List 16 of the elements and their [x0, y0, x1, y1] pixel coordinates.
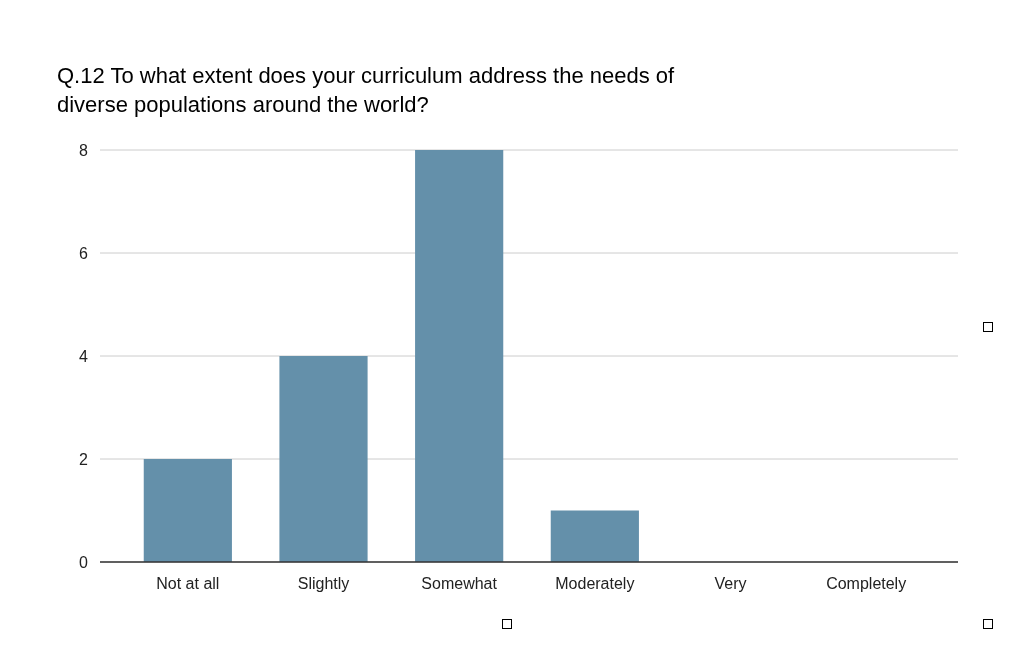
- x-tick-label: Not at all: [156, 575, 220, 592]
- x-tick-label: Moderately: [555, 575, 635, 592]
- x-tick-label: Somewhat: [421, 575, 498, 592]
- bar: [143, 459, 232, 562]
- bar: [415, 150, 504, 562]
- x-tick-label: Very: [714, 575, 747, 592]
- x-tick-label: Slightly: [297, 575, 350, 592]
- bar: [550, 510, 639, 562]
- y-tick-label: 2: [79, 450, 89, 468]
- x-tick-label: Completely: [826, 575, 907, 592]
- bar: [279, 356, 368, 562]
- y-tick-label: 8: [79, 141, 89, 159]
- y-tick-label: 6: [79, 244, 89, 262]
- y-tick-label: 4: [79, 347, 89, 365]
- y-tick-label: 0: [79, 553, 89, 571]
- chart-title: Q.12 To what extent does your curriculum address the needs of diverse populations around the world?: [57, 63, 676, 117]
